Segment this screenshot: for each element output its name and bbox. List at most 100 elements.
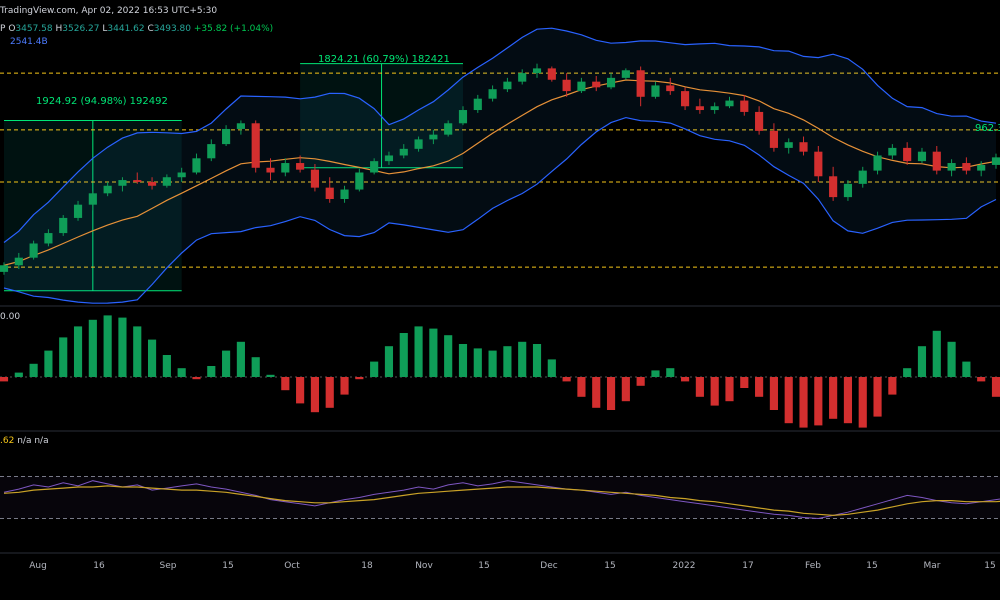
- candle-body: [103, 185, 112, 194]
- x-axis-tick-label: Sep: [160, 561, 177, 571]
- macd-bar: [192, 377, 201, 380]
- macd-bar: [740, 377, 749, 388]
- macd-bar: [547, 359, 556, 377]
- macd-bar: [266, 374, 275, 377]
- macd-bar: [222, 350, 231, 377]
- candle-body: [281, 163, 290, 173]
- open-label: O: [8, 24, 16, 34]
- rsi-value-label: .62 n/a n/a: [0, 436, 49, 446]
- candle-body: [222, 128, 231, 145]
- macd-bar: [177, 368, 186, 377]
- macd-bar: [88, 319, 97, 377]
- candle-body: [932, 151, 941, 171]
- candle-body: [547, 68, 556, 80]
- macd-bar: [44, 350, 53, 377]
- macd-bar: [592, 377, 601, 408]
- candle-body: [192, 158, 201, 173]
- candle-body: [177, 172, 186, 178]
- macd-bar: [606, 377, 616, 410]
- rsi-band: [0, 476, 1000, 519]
- bollinger-upper: [3, 27, 997, 243]
- x-axis-tick-label: 15: [866, 561, 877, 571]
- candle-body: [740, 100, 749, 112]
- macd-bar: [562, 377, 571, 382]
- macd-bar: [133, 326, 142, 377]
- x-axis-tick-label: 16: [93, 561, 105, 571]
- macd-bar: [29, 363, 38, 377]
- macd-bar: [73, 326, 83, 377]
- low-value: 3441.62: [107, 24, 145, 34]
- candle-body: [29, 243, 38, 258]
- candle-body: [903, 147, 912, 162]
- candle-body: [784, 142, 793, 148]
- x-axis-tick-label: 15: [604, 561, 615, 571]
- candle-body: [458, 110, 468, 124]
- candle-body: [414, 139, 423, 149]
- macd-bar: [355, 377, 364, 380]
- candle-body: [444, 123, 453, 135]
- macd-bar: [991, 377, 1000, 397]
- candle-body: [14, 257, 23, 266]
- candle-body: [666, 85, 675, 92]
- candle-body: [503, 81, 512, 90]
- macd-bar: [399, 333, 408, 377]
- rsi-na-1: n/a: [17, 436, 32, 446]
- macd-bar: [710, 377, 719, 406]
- candle-body: [681, 91, 690, 107]
- macd-bar: [917, 346, 927, 377]
- candle-body: [710, 106, 719, 111]
- candle-body: [473, 98, 482, 111]
- rsi-ma-line: [3, 485, 1000, 517]
- macd-bar: [340, 377, 349, 395]
- moving-average-line: [3, 79, 997, 266]
- candle-body: [384, 155, 394, 162]
- macd-bar: [429, 328, 438, 377]
- candle-body: [755, 111, 764, 131]
- macd-bar: [577, 377, 586, 397]
- macd-bar: [103, 315, 112, 377]
- macd-bar: [444, 335, 453, 377]
- open-value: 3457.58: [15, 24, 53, 34]
- candle-body: [44, 233, 53, 244]
- macd-bar: [251, 357, 260, 377]
- macd-bar: [888, 377, 897, 395]
- candle-body: [814, 151, 823, 177]
- rsi-line: [3, 480, 1000, 520]
- candle-body: [355, 172, 364, 190]
- candle-body: [799, 142, 808, 152]
- candle-body: [725, 100, 734, 107]
- macd-bar: [118, 317, 127, 377]
- macd-bar: [14, 372, 23, 377]
- macd-bar: [681, 377, 690, 382]
- candle-body: [592, 81, 601, 88]
- candle-body: [769, 130, 778, 148]
- volume-readout: 2541.4B: [10, 37, 48, 47]
- macd-bar: [236, 341, 245, 377]
- ohlc-readout: P O3457.58 H3526.27 L3441.62 C3493.80 +3…: [0, 24, 273, 34]
- candle-body: [518, 73, 527, 82]
- macd-bar: [769, 377, 778, 410]
- macd-bar: [458, 344, 468, 377]
- candle-body: [977, 164, 986, 171]
- candle-body: [917, 151, 927, 162]
- macd-bar: [843, 377, 853, 424]
- candle-body: [636, 70, 645, 97]
- macd-bar: [310, 377, 319, 413]
- macd-bar: [636, 377, 645, 386]
- candle-body: [488, 89, 497, 99]
- x-axis-tick-label: 15: [478, 561, 489, 571]
- macd-bar: [518, 341, 527, 377]
- candle-body: [695, 106, 704, 111]
- candle-body: [73, 204, 83, 218]
- macd-value-label: 0.00: [0, 312, 21, 322]
- x-axis-tick-label: 15: [984, 561, 995, 571]
- candle-body: [147, 181, 157, 186]
- symbol-suffix: P: [0, 24, 6, 34]
- macd-bar: [873, 377, 882, 417]
- high-label: H: [55, 24, 63, 34]
- close-label: C: [147, 24, 154, 34]
- candle-body: [399, 148, 408, 156]
- macd-bar: [162, 355, 171, 377]
- candle-body: [133, 180, 142, 182]
